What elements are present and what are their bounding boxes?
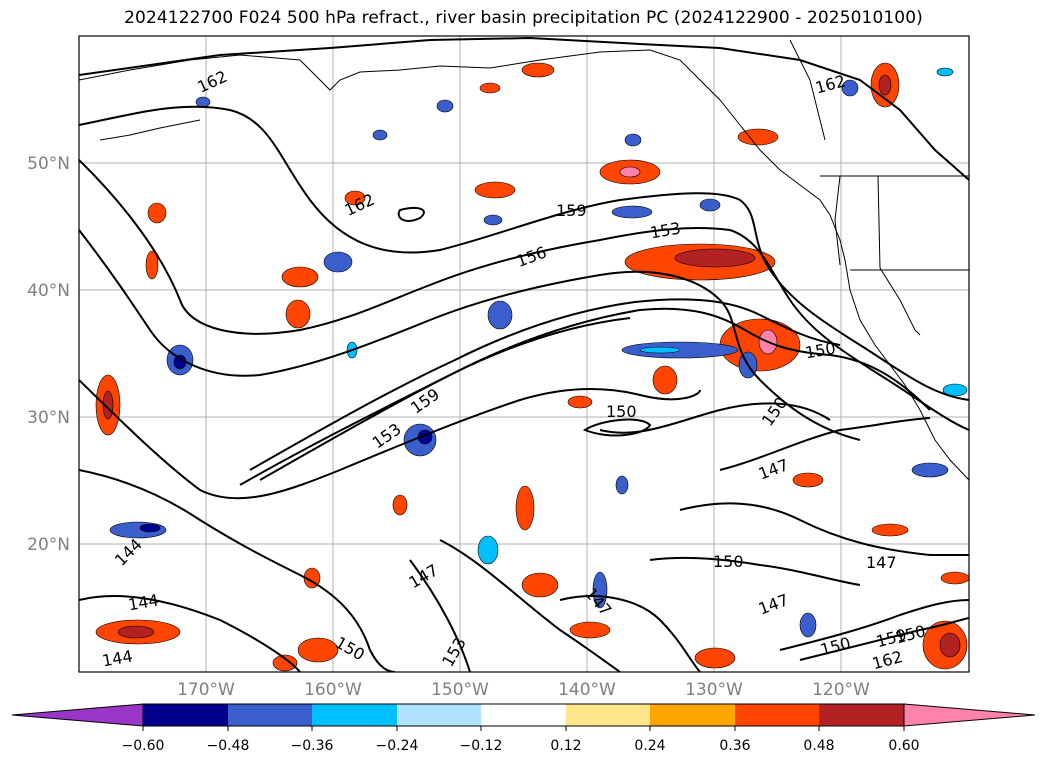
precip-blob <box>737 128 779 146</box>
precip-blob <box>611 205 653 219</box>
colorbar-tick-label: 0.60 <box>888 738 919 754</box>
map-title: 2024122700 F024 500 hPa refract., river … <box>124 8 923 28</box>
colorbar-frame <box>142 703 905 727</box>
precip-blob <box>272 654 298 672</box>
precip-blob <box>592 571 608 609</box>
precip-blob <box>871 523 909 537</box>
refractivity-contours <box>79 36 969 672</box>
contour-label: 147 <box>866 553 897 572</box>
colorbar-segment <box>481 704 566 726</box>
precip-blob <box>372 129 388 141</box>
precip-blob <box>911 462 949 478</box>
colorbar-segment <box>566 704 650 726</box>
precip-blob <box>652 365 678 395</box>
map-frame <box>78 35 970 673</box>
colorbar-tick-label: −0.60 <box>122 738 165 754</box>
precip-blob <box>487 300 513 330</box>
precip-blob <box>281 266 319 288</box>
lon-tick-label: 140°W <box>558 680 616 700</box>
precip-blob <box>297 637 339 663</box>
contour-label: 150 <box>713 552 744 571</box>
precip-blob <box>841 79 859 97</box>
precip-blob <box>569 621 611 639</box>
precip-blob <box>694 647 736 669</box>
colorbar-tick-label: 0.24 <box>634 738 665 754</box>
map-panel <box>79 36 969 672</box>
precip-blob <box>515 485 535 531</box>
precip-blob <box>477 535 499 565</box>
contour-label: 159 <box>556 201 587 220</box>
colorbar-segment <box>228 704 312 726</box>
precip-blob <box>392 494 408 516</box>
lat-tick-label: 50°N <box>27 154 70 174</box>
colorbar-extend-min <box>11 703 144 727</box>
precip-blob <box>436 99 454 113</box>
precip-blob <box>479 82 501 94</box>
colorbar-tick-label: −0.36 <box>291 738 334 754</box>
precip-blob <box>147 202 167 224</box>
colorbar: −0.60 −0.48 −0.36 −0.24 −0.12 0.12 0.24 … <box>11 703 1036 754</box>
precip-blob <box>936 67 954 77</box>
precip-blob <box>624 133 642 147</box>
colorbar-tick-label: −0.48 <box>207 738 250 754</box>
precip-blob <box>799 612 817 638</box>
precip-blob <box>940 571 969 585</box>
lat-tick-label: 40°N <box>27 281 70 301</box>
gridlines <box>79 36 969 672</box>
colorbar-tick-label: −0.24 <box>376 738 419 754</box>
lon-tick-label: 160°W <box>304 680 362 700</box>
lat-tick-label: 20°N <box>27 535 70 555</box>
colorbar-segment <box>312 704 397 726</box>
precip-blob <box>145 250 159 280</box>
colorbar-tick-label: −0.12 <box>460 738 503 754</box>
precip-blob <box>521 62 555 78</box>
contour-label: 150 <box>606 402 637 421</box>
colorbar-ticks <box>142 726 905 731</box>
precip-blob <box>699 198 721 212</box>
colorbar-segment <box>650 704 735 726</box>
precip-blob <box>323 251 353 273</box>
precip-blob <box>483 214 503 226</box>
precip-blob <box>195 96 211 108</box>
colorbar-extend-max <box>903 703 1036 727</box>
lat-tick-label: 30°N <box>27 408 70 428</box>
colorbar-segment <box>143 704 228 726</box>
colorbar-tick-labels: −0.60 −0.48 −0.36 −0.24 −0.12 0.12 0.24 … <box>122 738 920 754</box>
lon-tick-label: 130°W <box>685 680 743 700</box>
precip-blob <box>942 383 968 397</box>
lat-tick-labels: 50°N 40°N 30°N 20°N <box>27 154 70 555</box>
colorbar-tick-label: 0.12 <box>550 738 581 754</box>
precip-blob <box>344 190 366 206</box>
precip-blob <box>474 181 516 199</box>
lon-tick-label: 170°W <box>177 680 235 700</box>
precip-blob <box>521 572 559 598</box>
colorbar-tick-label: 0.48 <box>803 738 834 754</box>
lon-tick-label: 120°W <box>812 680 870 700</box>
colorbar-tick-label: 0.36 <box>719 738 750 754</box>
colorbar-segment <box>735 704 819 726</box>
lon-tick-labels: 170°W 160°W 150°W 140°W 130°W 120°W <box>177 680 870 700</box>
coastlines <box>79 39 969 481</box>
precip-blob <box>615 475 629 495</box>
colorbar-segment <box>819 704 904 726</box>
precip-blob <box>285 299 311 329</box>
precip-blob <box>567 395 593 409</box>
lon-tick-label: 150°W <box>431 680 489 700</box>
precip-blob <box>792 472 824 488</box>
colorbar-segment <box>397 704 481 726</box>
precip-pc-fills <box>95 62 969 672</box>
